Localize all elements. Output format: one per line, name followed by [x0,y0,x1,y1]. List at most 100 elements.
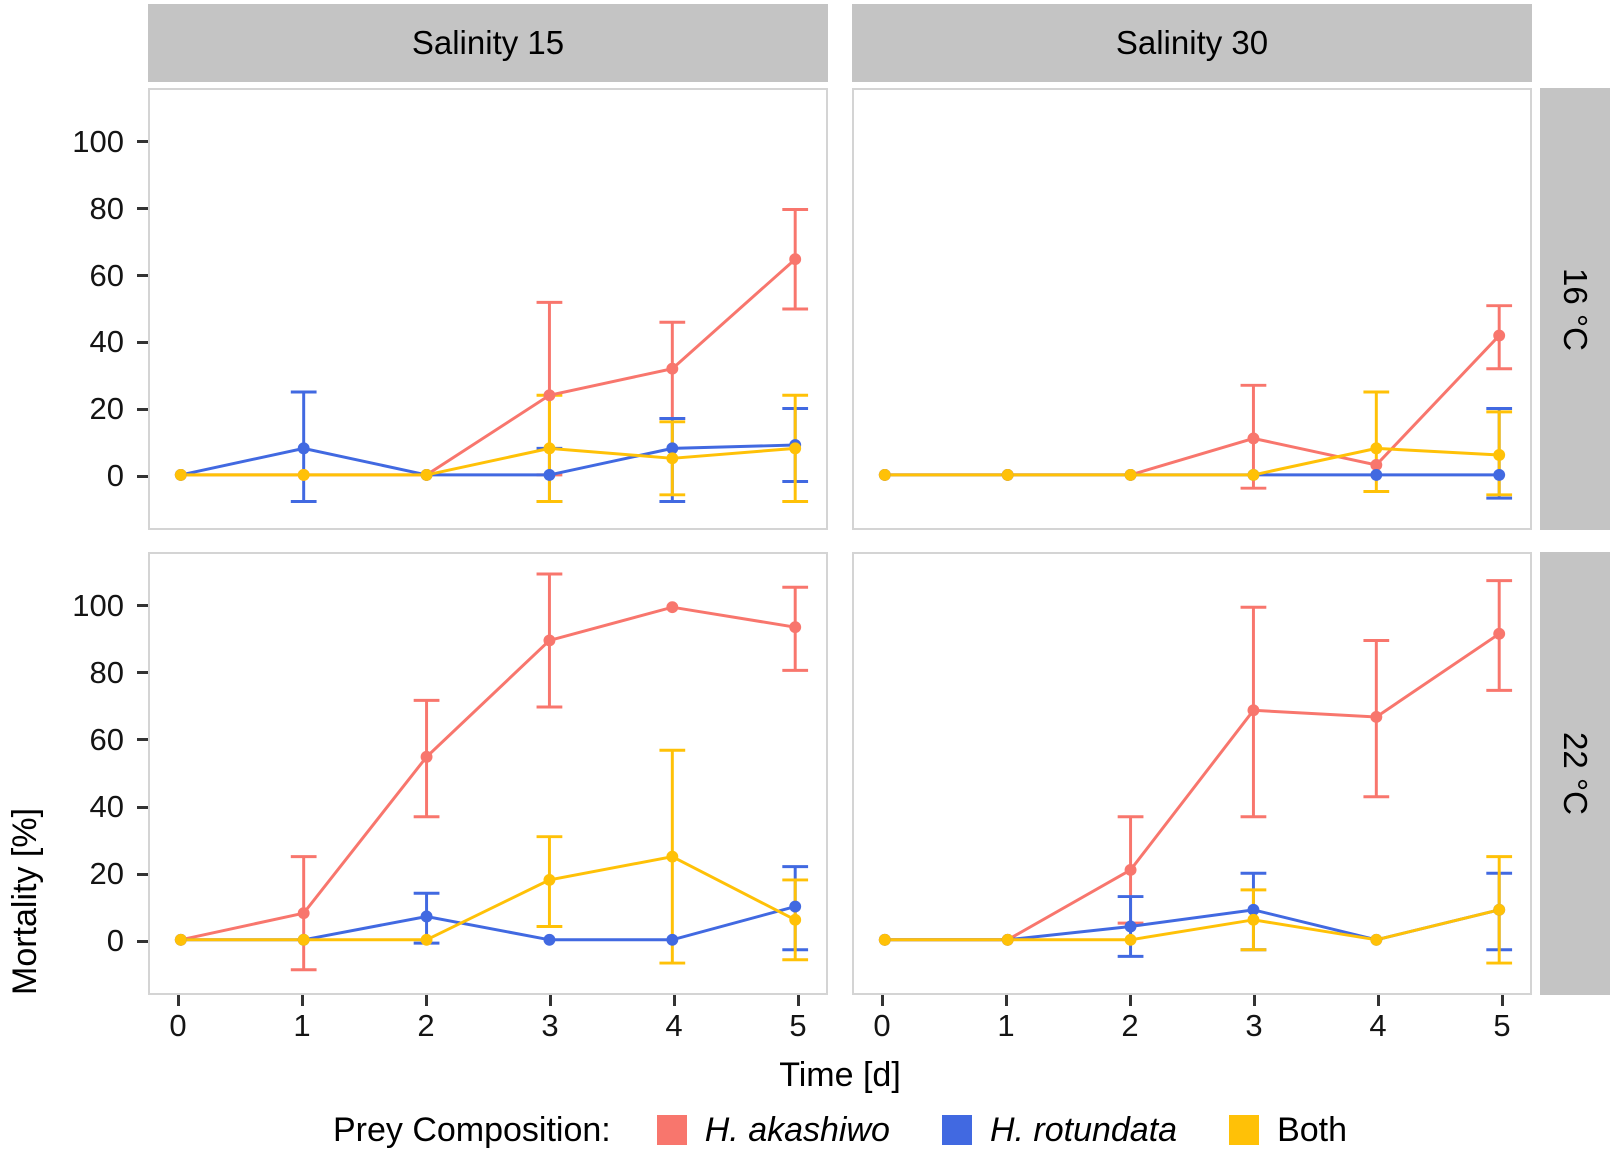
y-tick-label: 60 [89,257,124,293]
data-point [1001,468,1014,481]
data-point [420,933,433,946]
panel-plot-area [878,304,1513,500]
x-axis-right: 0 1 2 3 4 5 [852,995,1532,1049]
data-point [543,442,556,455]
series-line [884,908,1500,942]
data-point [789,621,802,634]
data-point [789,253,802,266]
y-axis-tick [137,340,148,344]
data-point [666,442,679,455]
panel-salinity30-22c [852,552,1532,995]
series-line [884,446,1500,477]
y-axis-tick [137,140,148,144]
panel-salinity30-16c [852,88,1532,530]
facet-strip-label: Salinity 30 [1115,24,1269,61]
x-tick-label: 0 [873,1008,891,1043]
series-line [180,905,796,942]
data-point [1370,933,1383,946]
panel-salinity15-16c [148,88,828,530]
legend-label: H. rotundata [989,1110,1178,1149]
series-line [180,605,796,942]
data-point [1493,468,1506,481]
y-tick-label: 80 [89,654,124,690]
y-axis-tick [137,939,148,943]
data-point [1001,933,1014,946]
data-point [1247,432,1260,445]
series-line [180,446,796,477]
data-point [420,468,433,481]
data-point [1247,704,1260,717]
series-line [180,443,796,477]
data-point [1124,468,1137,481]
data-point [1124,933,1137,946]
x-tick-label: 1 [293,1008,311,1043]
data-point [543,634,556,647]
y-tick-label: 100 [72,123,124,159]
y-axis-tick [137,872,148,876]
y-tick-label: 20 [89,391,124,427]
x-axis-tick [672,995,676,1006]
x-tick-label: 5 [1493,1008,1511,1043]
panel-salinity15-22c [148,552,828,995]
data-point [543,873,556,886]
series-line [180,855,796,942]
y-axis-tick [137,474,148,478]
legend-item: H. rotundata [941,1110,1178,1150]
y-tick-label: 40 [89,789,124,825]
y-axis-tick [137,671,148,675]
data-point [174,468,187,481]
y-axis-tick [137,207,148,211]
facet-strip-22c: 22 °C [1540,552,1610,995]
data-point [543,468,556,481]
data-point [666,362,679,375]
legend-label: Both [1277,1110,1348,1149]
x-tick-label: 5 [789,1008,807,1043]
data-point [1493,903,1506,916]
facet-strip-salinity-15: Salinity 15 [148,4,828,82]
x-tick-label: 4 [665,1008,683,1043]
x-axis-tick [880,995,884,1006]
y-axis-tick [137,274,148,277]
facet-grid: Salinity 15 Salinity 30 0 20 40 60 80 100 16 … [72,4,1610,1049]
data-point [420,750,433,763]
series-line [884,908,1500,942]
data-point [420,910,433,923]
facet-strip-salinity-30: Salinity 30 [852,4,1532,82]
y-tick-label: 80 [89,190,124,226]
data-point [1493,627,1506,640]
x-tick-label: 3 [541,1008,559,1043]
x-axis-tick [796,995,800,1006]
data-point [297,468,310,481]
data-point [1247,903,1260,916]
data-point [1493,449,1506,461]
x-axis-tick [1500,995,1504,1006]
legend-items: H. akashiwo H. rotundata Both [656,1110,1348,1150]
facet-strip-label: 22 °C [1557,732,1594,815]
series-line [884,334,1501,477]
legend-swatch [656,1115,687,1145]
panel-plot-area [174,207,809,503]
y-axis-tick [137,805,148,809]
facet-strip-label: Salinity 15 [411,24,565,61]
x-tick-label: 1 [997,1008,1015,1043]
data-point [666,452,679,465]
x-tick-label: 3 [1245,1008,1263,1043]
data-point [1370,459,1383,471]
y-tick-label: 40 [89,324,124,360]
panel-plot-area [174,572,809,972]
x-axis-tick [1128,995,1132,1006]
data-point [297,907,310,920]
data-point [1370,468,1383,481]
legend-title: Prey Composition: [332,1110,611,1149]
x-tick-label: 2 [417,1008,435,1043]
data-point [1370,711,1383,723]
series-line [180,258,797,477]
legend-swatch [941,1115,972,1145]
y-tick-label: 0 [106,923,124,959]
y-tick-label: 20 [89,856,124,892]
legend-swatch [1229,1115,1260,1145]
data-point [1124,920,1137,933]
data-point [789,900,802,913]
data-point [297,442,310,455]
x-axis-left: 0 1 2 3 4 5 [148,995,828,1049]
